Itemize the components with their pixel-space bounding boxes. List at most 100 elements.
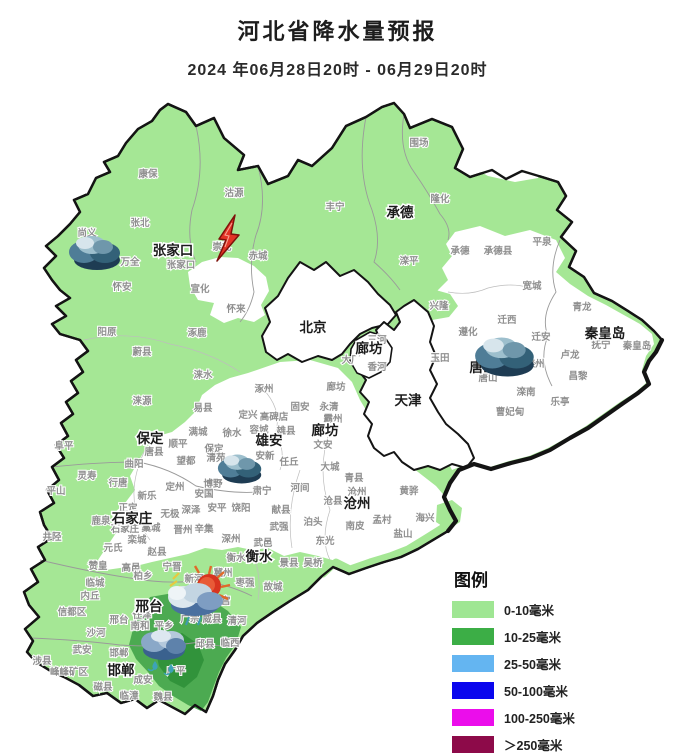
- county-label: 张家口: [167, 259, 196, 271]
- legend-swatch: [452, 736, 494, 753]
- county-label: 阜平: [54, 440, 74, 452]
- county-label: 涿州: [254, 383, 273, 395]
- county-label: 香河: [366, 361, 387, 373]
- county-label: 正定: [118, 502, 138, 514]
- county-label: 南和: [130, 620, 149, 632]
- county-label: 沧县: [323, 495, 343, 507]
- county-label: 任丘: [278, 456, 299, 468]
- county-label: 孟村: [372, 514, 392, 526]
- county-label: 景县: [278, 558, 299, 569]
- county-label: 魏县: [152, 691, 173, 703]
- legend-label: 50-100毫米: [504, 685, 568, 699]
- county-label: 涉县: [32, 655, 52, 667]
- county-label: 廊坊: [326, 381, 346, 393]
- county-label: 灵寿: [76, 470, 97, 482]
- county-label: 栾城: [126, 534, 147, 546]
- county-label: 保定: [203, 443, 224, 455]
- city-label: 邯郸: [108, 662, 135, 678]
- legend-label: 100-250毫米: [504, 712, 575, 726]
- legend-swatch: [452, 655, 494, 672]
- city-label: 石家庄: [111, 510, 153, 526]
- county-label: 内丘: [80, 590, 100, 602]
- county-label: 怀来: [226, 303, 246, 315]
- county-label: 泊头: [303, 516, 323, 528]
- county-label: 任泽: [131, 609, 152, 621]
- hebei-province-outline: [22, 101, 664, 716]
- county-label: 康保: [137, 168, 158, 180]
- city-label: 秦皇岛: [584, 325, 626, 341]
- county-label: 遵化: [458, 326, 478, 338]
- city-label: 承德: [387, 204, 414, 220]
- county-label: 饶阳: [231, 502, 250, 514]
- county-label: 唐县: [144, 446, 164, 458]
- county-label: 望都: [176, 455, 196, 467]
- city-label: 廊坊: [312, 422, 339, 438]
- county-label: 丰宁: [325, 201, 345, 213]
- county-label: 滦南: [516, 386, 536, 398]
- county-label: 徐水: [221, 427, 242, 439]
- no-rain-region-central-plain: [98, 360, 452, 570]
- city-label: 沧州: [344, 495, 371, 511]
- county-label: 峰峰矿区: [50, 666, 89, 678]
- county-label: 深州: [221, 533, 240, 545]
- county-label: 柏乡: [133, 570, 152, 582]
- county-label: 深泽: [181, 504, 201, 516]
- legend-item: 0-10毫米: [452, 600, 667, 619]
- county-label: 万全: [119, 256, 140, 268]
- county-label: 武邑: [253, 537, 273, 549]
- county-label: 承德县: [484, 245, 513, 257]
- legend-label: 0-10毫米: [504, 604, 555, 618]
- county-label: 涿鹿: [187, 327, 207, 339]
- county-label: 怀安: [112, 281, 132, 293]
- county-label: 青龙: [572, 301, 592, 313]
- county-label: 平乡: [154, 621, 173, 632]
- county-label: 磁县: [93, 681, 113, 693]
- county-label: 南皮: [345, 520, 365, 532]
- county-label: 昌黎: [568, 370, 588, 382]
- county-label: 宁晋: [162, 561, 182, 573]
- county-label: 博野: [203, 478, 223, 490]
- legend-swatch: [452, 601, 494, 618]
- city-label: 邢台: [136, 598, 163, 614]
- county-label: 邯郸: [109, 647, 129, 659]
- no-rain-region-northeast: [426, 226, 654, 470]
- city-label: 保定: [136, 430, 164, 446]
- county-label: 涞源: [132, 395, 152, 407]
- legend-swatch: [452, 628, 494, 645]
- county-label: 秦皇岛: [622, 340, 652, 352]
- county-label: 赞皇: [87, 560, 108, 572]
- legend-item: ＞250毫米: [452, 735, 667, 754]
- county-label: 行唐: [107, 477, 128, 489]
- county-label: 阳原: [97, 327, 117, 338]
- county-label: 顺平: [168, 439, 188, 450]
- county-label: 井陉: [42, 531, 62, 543]
- county-label: 海兴: [415, 512, 435, 524]
- city-label: 天津: [395, 392, 422, 408]
- county-label: 邱县: [195, 638, 215, 650]
- county-label: 平山: [46, 485, 65, 497]
- county-label: 大城: [320, 461, 340, 473]
- county-label: 无极: [159, 508, 180, 520]
- city-labels: 张家口承德北京秦皇岛唐山天津廊坊廊坊保定雄安沧州石家庄衡水邢台邯郸: [106, 203, 627, 680]
- county-label: 鹿泉: [90, 515, 111, 527]
- legend-items: 0-10毫米 10-25毫米 25-50毫米 50-100毫米 100-250毫米 ＞25…: [452, 600, 667, 754]
- county-label: 临漳: [119, 690, 139, 702]
- city-label: 北京: [300, 319, 327, 335]
- county-label: 抚宁: [591, 339, 611, 351]
- county-label: 定州: [164, 481, 184, 493]
- county-label: 晋州: [173, 525, 192, 536]
- county-label: 赤城: [248, 250, 268, 262]
- county-label: 滦平: [399, 255, 419, 267]
- county-label: 迁安: [531, 331, 551, 343]
- county-label: 信都区: [58, 606, 87, 618]
- legend-swatch: [452, 682, 494, 699]
- county-label: 藁城: [140, 522, 161, 534]
- langfang-north-exclave: [349, 331, 393, 379]
- county-label: 石家庄: [110, 523, 140, 535]
- county-label: 固安: [290, 401, 310, 413]
- county-label: 东光: [315, 535, 335, 547]
- county-label: 武强: [269, 521, 289, 533]
- county-label: 容城: [248, 424, 269, 436]
